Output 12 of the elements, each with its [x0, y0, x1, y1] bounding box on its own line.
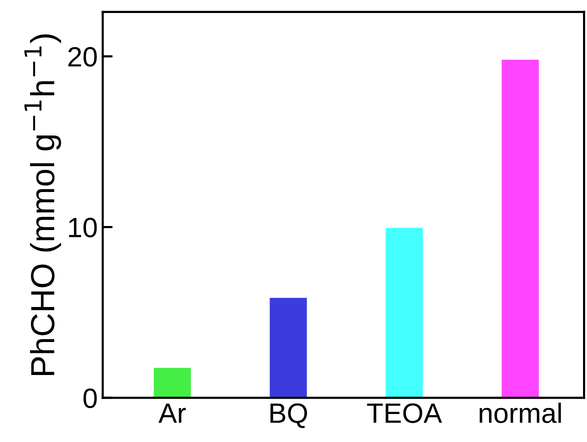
y-tick-label: 0 — [84, 388, 97, 408]
bar — [386, 228, 423, 398]
bar — [270, 298, 307, 398]
x-tick-label: normal — [480, 402, 561, 424]
y-tick-label: 20 — [68, 46, 97, 67]
bar — [502, 60, 539, 398]
y-axis-title: PhCHO (mmol g$^{−1}$h$^{−1}$) — [24, 34, 62, 375]
bar — [154, 368, 191, 398]
x-tick-label: Ar — [158, 404, 186, 423]
x-tick-label: TEOA — [367, 403, 442, 424]
y-tick-label: 10 — [69, 218, 97, 238]
x-tick-label: BQ — [270, 403, 308, 428]
